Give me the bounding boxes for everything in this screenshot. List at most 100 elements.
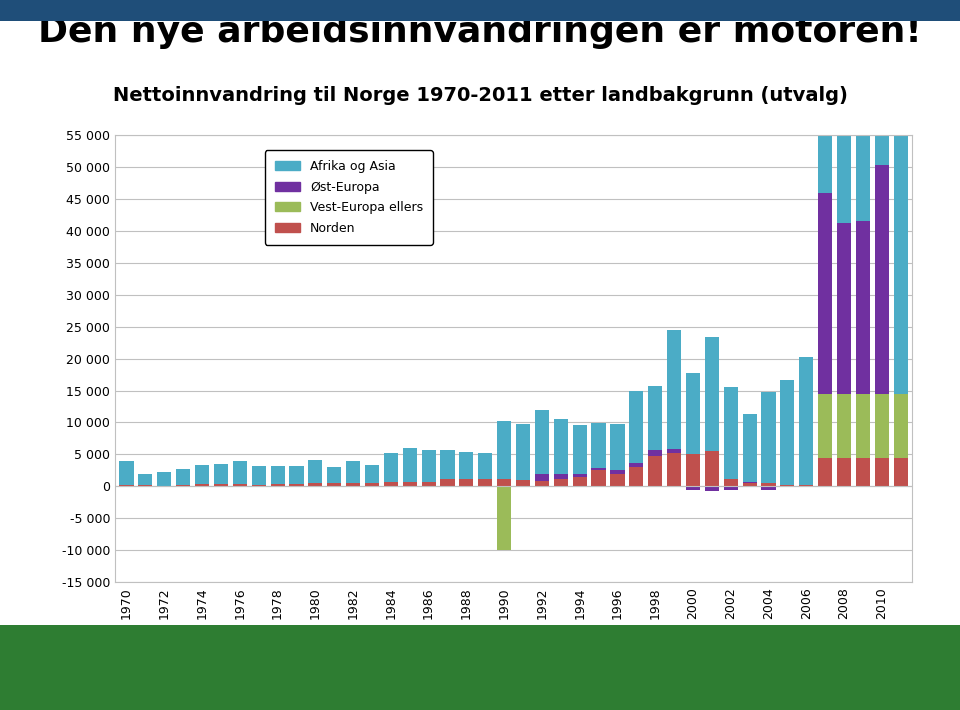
Bar: [685, 373, 700, 454]
Bar: [705, 486, 719, 491]
Bar: [685, 454, 700, 486]
Bar: [459, 479, 473, 486]
Bar: [761, 486, 776, 490]
Bar: [572, 474, 587, 477]
Bar: [554, 474, 568, 479]
Bar: [119, 485, 133, 486]
Bar: [441, 479, 455, 486]
Text: østlandsforskning
EASTERN NORWAY RESEARCH INSTITUTE
www.ostforsk.no: østlandsforskning EASTERN NORWAY RESEARC…: [366, 651, 594, 684]
Bar: [252, 466, 266, 485]
Bar: [535, 410, 549, 474]
Bar: [837, 393, 852, 458]
Bar: [780, 380, 795, 485]
Bar: [497, 421, 512, 479]
Bar: [894, 458, 908, 486]
Bar: [855, 222, 870, 393]
Bar: [271, 484, 285, 486]
Bar: [214, 484, 228, 486]
Bar: [384, 482, 398, 486]
Bar: [252, 485, 266, 486]
Bar: [535, 481, 549, 486]
Bar: [894, 393, 908, 458]
Bar: [327, 483, 342, 486]
Bar: [195, 484, 209, 486]
Bar: [289, 466, 303, 484]
Bar: [289, 484, 303, 486]
Bar: [138, 485, 153, 486]
Bar: [667, 449, 682, 453]
Bar: [271, 466, 285, 484]
Bar: [308, 460, 323, 483]
Bar: [516, 480, 530, 486]
Bar: [157, 471, 172, 486]
Bar: [818, 33, 832, 193]
Bar: [138, 474, 153, 485]
Bar: [611, 424, 625, 470]
Bar: [441, 450, 455, 479]
Bar: [572, 477, 587, 486]
Bar: [837, 458, 852, 486]
Bar: [894, 100, 908, 393]
Bar: [875, 393, 889, 458]
Bar: [742, 484, 756, 486]
Bar: [402, 482, 417, 486]
Bar: [799, 485, 813, 486]
Bar: [724, 486, 738, 490]
Bar: [875, 0, 889, 165]
Bar: [214, 464, 228, 484]
Bar: [799, 357, 813, 485]
Bar: [327, 466, 342, 483]
Bar: [554, 479, 568, 486]
Bar: [818, 393, 832, 458]
Bar: [308, 483, 323, 486]
Bar: [119, 461, 133, 485]
Bar: [402, 448, 417, 482]
Bar: [629, 464, 643, 467]
Bar: [554, 419, 568, 474]
Bar: [780, 485, 795, 486]
Bar: [195, 465, 209, 484]
Bar: [478, 479, 492, 486]
Bar: [535, 474, 549, 481]
Bar: [572, 425, 587, 474]
Bar: [761, 392, 776, 484]
Bar: [346, 461, 360, 484]
Bar: [478, 453, 492, 479]
Bar: [591, 471, 606, 486]
Bar: [384, 453, 398, 482]
Bar: [648, 386, 662, 450]
Bar: [365, 465, 379, 484]
Bar: [648, 450, 662, 456]
Bar: [667, 453, 682, 486]
Bar: [761, 484, 776, 486]
Bar: [497, 486, 512, 550]
Legend: Afrika og Asia, Øst-Europa, Vest-Europa ellers, Norden: Afrika og Asia, Øst-Europa, Vest-Europa …: [265, 150, 433, 245]
Bar: [667, 329, 682, 449]
Text: Den nye arbeidsinnvandringen er motoren!: Den nye arbeidsinnvandringen er motoren!: [38, 15, 922, 49]
Bar: [705, 452, 719, 486]
Bar: [855, 393, 870, 458]
Bar: [629, 391, 643, 464]
Bar: [611, 474, 625, 486]
Text: Nettoinnvandring til Norge 1970-2011 etter landbakgrunn (utvalg): Nettoinnvandring til Norge 1970-2011 ett…: [112, 87, 848, 105]
Bar: [724, 388, 738, 479]
Bar: [685, 486, 700, 490]
Bar: [516, 425, 530, 480]
Bar: [611, 470, 625, 474]
Bar: [875, 165, 889, 393]
Bar: [497, 479, 512, 486]
Bar: [742, 482, 756, 484]
Bar: [648, 456, 662, 486]
Bar: [742, 413, 756, 482]
Bar: [176, 469, 190, 485]
Bar: [818, 458, 832, 486]
Bar: [818, 193, 832, 393]
Bar: [346, 484, 360, 486]
Bar: [591, 468, 606, 471]
Bar: [837, 223, 852, 393]
Bar: [421, 450, 436, 482]
Bar: [176, 485, 190, 486]
Bar: [591, 423, 606, 468]
Bar: [855, 0, 870, 222]
Bar: [837, 0, 852, 223]
